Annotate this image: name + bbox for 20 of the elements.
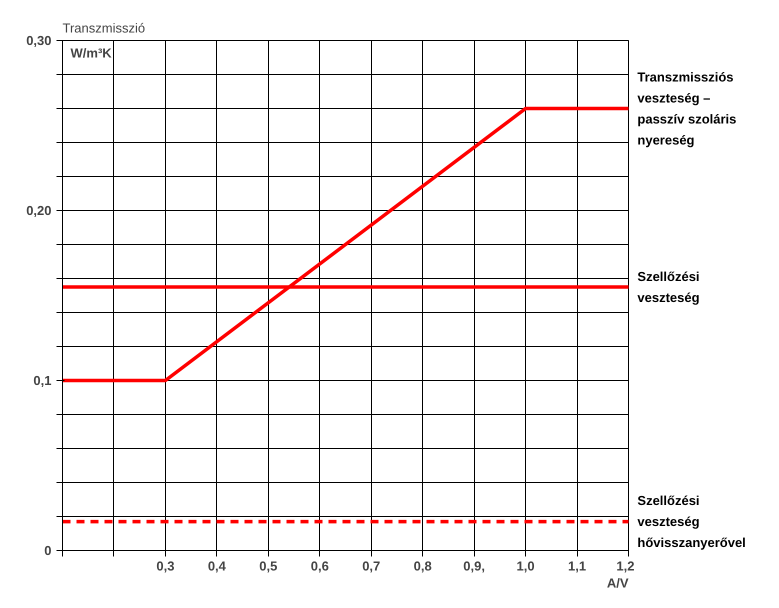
series-label: Szellőzési veszteség hővisszanyerővel [637, 493, 746, 550]
x-tick-label: 1,2 [616, 558, 635, 574]
x-axis-title: A/V [606, 576, 629, 590]
x-tick-label: 0,5 [259, 558, 278, 574]
x-tick-label: 0,3 [156, 558, 174, 574]
x-tick-label: 0,4 [208, 558, 227, 574]
series-label: Transzmissziós veszteség – passzív szoláris nyereség [637, 70, 736, 148]
y-tick-label: 0,30 [26, 33, 52, 48]
x-tick-label: 0,6 [310, 558, 329, 574]
series-label: Szellőzési veszteség [637, 269, 700, 305]
x-tick-label: 0,9, [463, 558, 485, 574]
x-tick-label: 1,1 [568, 558, 586, 574]
y-tick-label: 0,20 [26, 203, 52, 218]
x-tick-label: 0,7 [362, 558, 380, 574]
x-tick-label: 1,0 [516, 558, 535, 574]
y-tick-label: 0 [44, 543, 52, 558]
y-axis-title: W/m³K [70, 46, 112, 60]
y-tick-label: 0,1 [33, 373, 52, 388]
x-tick-label: 0,8 [414, 558, 432, 574]
chart-title: Transzmisszió [62, 20, 146, 36]
